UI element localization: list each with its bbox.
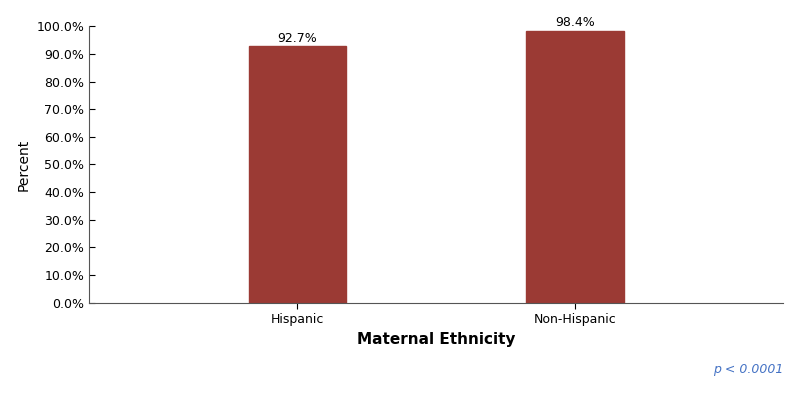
- Text: p < 0.0001: p < 0.0001: [713, 363, 783, 376]
- Text: 98.4%: 98.4%: [555, 16, 595, 29]
- Bar: [526, 31, 624, 302]
- Y-axis label: Percent: Percent: [17, 138, 30, 190]
- Text: 92.7%: 92.7%: [278, 32, 317, 45]
- X-axis label: Maternal Ethnicity: Maternal Ethnicity: [357, 332, 515, 346]
- Bar: [249, 46, 346, 302]
